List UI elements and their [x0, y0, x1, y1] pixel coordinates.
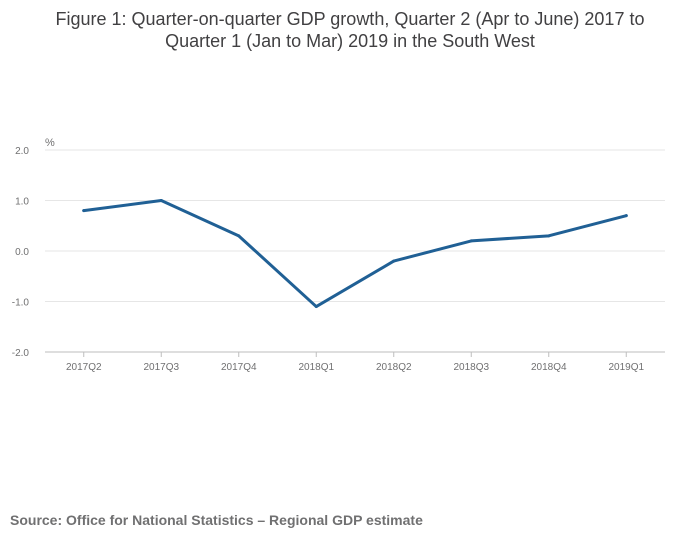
y-tick-label: -2.0	[12, 348, 30, 359]
y-tick-label: 0.0	[15, 247, 29, 258]
data-point	[469, 239, 473, 243]
series-line	[82, 199, 628, 309]
data-point	[392, 259, 396, 263]
x-tick-label: 2019Q1	[608, 362, 644, 373]
x-tick-label: 2018Q2	[376, 362, 412, 373]
chart-title: Figure 1: Quarter-on-quarter GDP growth,…	[20, 8, 680, 52]
data-point	[237, 234, 241, 238]
y-tick-label: -1.0	[12, 298, 30, 309]
chart-title-line-2: Quarter 1 (Jan to Mar) 2019 in the South…	[165, 31, 535, 51]
y-axis-unit-label: %	[45, 137, 55, 149]
data-point	[159, 199, 163, 202]
x-tick-label: 2017Q2	[66, 362, 102, 373]
x-tick-label: 2018Q3	[453, 362, 489, 373]
x-tick-label: 2017Q3	[143, 362, 179, 373]
chart-title-line-1: Figure 1: Quarter-on-quarter GDP growth,…	[55, 9, 645, 29]
x-tick-label: 2018Q4	[531, 362, 567, 373]
source-note: Source: Office for National Statistics –…	[10, 512, 423, 528]
data-point	[314, 305, 318, 309]
data-point	[547, 234, 551, 238]
y-tick-label: 2.0	[15, 146, 29, 157]
data-point	[624, 214, 628, 218]
y-tick-label: 1.0	[15, 197, 29, 208]
x-tick-label: 2017Q4	[221, 362, 257, 373]
data-point	[82, 209, 86, 213]
x-tick-label: 2018Q1	[298, 362, 334, 373]
